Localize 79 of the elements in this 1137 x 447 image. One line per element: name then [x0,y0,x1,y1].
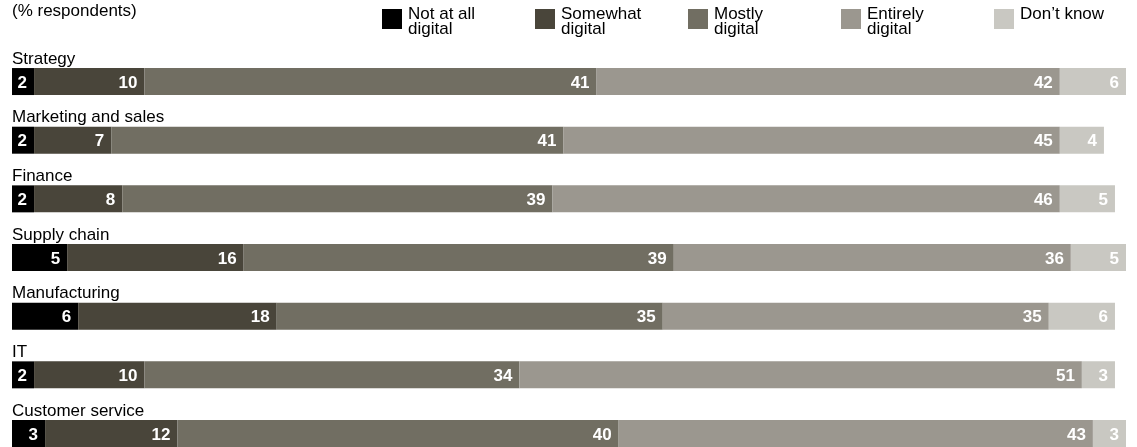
y-tick-label: Supply chain [12,224,110,244]
bar [1070,244,1126,272]
data-label: 41 [570,72,590,92]
data-label: 5 [1098,189,1108,209]
y-tick-label: Marketing and sales [12,107,165,127]
bar [34,185,123,213]
data-label: 2 [17,189,28,209]
y-tick-label: IT [12,341,28,361]
bar [1059,126,1104,154]
bar [596,68,1060,96]
bar [144,361,520,389]
data-label: 16 [217,248,237,268]
bar [1081,361,1115,389]
data-label: 42 [1033,72,1053,92]
y-tick-label: Finance [12,165,73,185]
bar [12,302,79,330]
data-label: 35 [1022,307,1042,327]
data-label: 3 [1109,424,1119,444]
bar [1092,420,1126,447]
data-label: 8 [105,189,116,209]
data-label: 34 [493,365,513,385]
data-label: 2 [17,72,28,92]
data-label: 2 [17,365,28,385]
data-label: 3 [1098,365,1108,385]
bar [552,185,1060,213]
data-label: 10 [118,72,138,92]
data-label: 10 [118,365,138,385]
bar [78,302,277,330]
bar [111,126,564,154]
data-label: 6 [61,307,72,327]
y-tick-label: Customer service [12,400,145,420]
data-label: 45 [1033,131,1053,151]
bar [1048,302,1115,330]
bar [673,244,1071,272]
bar [67,244,244,272]
legend-label: Not at all digital [408,4,476,38]
data-label: 6 [1109,72,1119,92]
bar [519,361,1082,389]
data-label: 7 [94,131,105,151]
data-label: 41 [537,131,557,151]
bar [34,361,145,389]
data-label: 5 [1109,248,1119,268]
bar [144,68,597,96]
data-label: 39 [526,189,546,209]
bar [243,244,674,272]
data-label: 43 [1066,424,1086,444]
bar [34,68,145,96]
bar [618,420,1093,447]
bar [563,126,1060,154]
legend-label: Somewhat digital [561,4,642,38]
legend-label: Don’t know [1020,4,1105,23]
data-label: 12 [151,424,171,444]
data-label: 40 [592,424,612,444]
bar [1059,185,1115,213]
y-tick-label: Strategy [12,48,76,68]
data-label: 3 [28,424,39,444]
data-label: 35 [636,307,656,327]
data-label: 4 [1087,131,1098,151]
legend-label: Entirely digital [867,4,925,38]
data-label: 51 [1055,365,1075,385]
bar [45,420,178,447]
bar [12,244,68,272]
bar [1059,68,1126,96]
bar [662,302,1049,330]
y-tick-label: Manufacturing [12,283,120,303]
data-label: 46 [1033,189,1053,209]
data-label: 39 [647,248,667,268]
data-label: 2 [17,131,28,151]
bar [177,420,619,447]
bar [12,420,46,447]
data-label: 36 [1044,248,1064,268]
data-label: 5 [50,248,61,268]
data-label: 6 [1098,307,1108,327]
bar [34,126,112,154]
bar [122,185,553,213]
bar [276,302,663,330]
data-label: 18 [250,307,270,327]
legend-label: Mostly digital [714,4,764,38]
text: (% respondents) [12,1,137,20]
